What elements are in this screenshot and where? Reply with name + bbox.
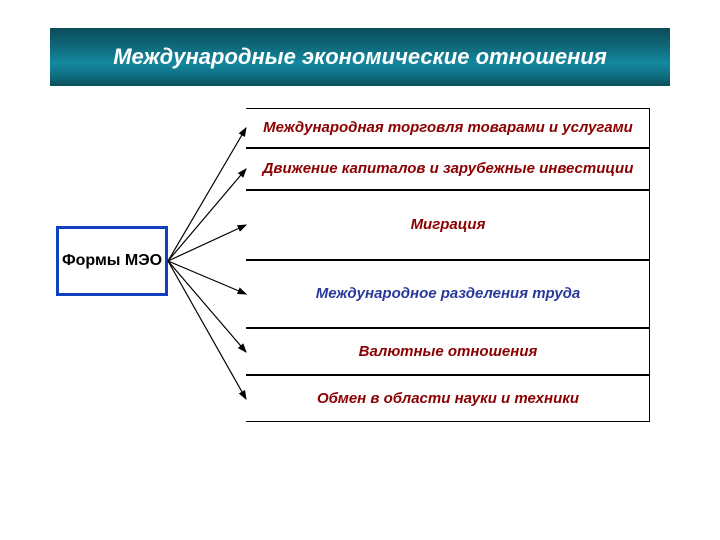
diagram-item-label: Международное разделения труда [316, 285, 581, 303]
page-title: Международные экономические отношения [113, 44, 607, 70]
source-box: Формы МЭО [56, 226, 168, 296]
diagram-item: Обмен в области науки и техники [246, 375, 650, 422]
arrow-line [168, 225, 246, 261]
column-right-border [649, 108, 650, 422]
diagram-item-label: Миграция [411, 216, 486, 234]
source-label: Формы МЭО [62, 251, 162, 270]
diagram-item-label: Международная торговля товарами и услуга… [263, 119, 633, 137]
diagram-item: Международная торговля товарами и услуга… [246, 108, 650, 148]
arrow-line [168, 128, 246, 261]
arrow-line [168, 261, 246, 294]
diagram-item: Движение капиталов и зарубежные инвестиц… [246, 148, 650, 190]
arrow-line [168, 261, 246, 399]
diagram-item: Миграция [246, 190, 650, 260]
diagram-item: Валютные отношения [246, 328, 650, 375]
header-band: Международные экономические отношения [50, 28, 670, 86]
diagram-item-label: Валютные отношения [359, 343, 538, 361]
arrow-line [168, 169, 246, 261]
diagram-item-label: Движение капиталов и зарубежные инвестиц… [263, 160, 634, 178]
diagram-item: Международное разделения труда [246, 260, 650, 328]
arrow-line [168, 261, 246, 352]
diagram-item-label: Обмен в области науки и техники [317, 390, 579, 408]
